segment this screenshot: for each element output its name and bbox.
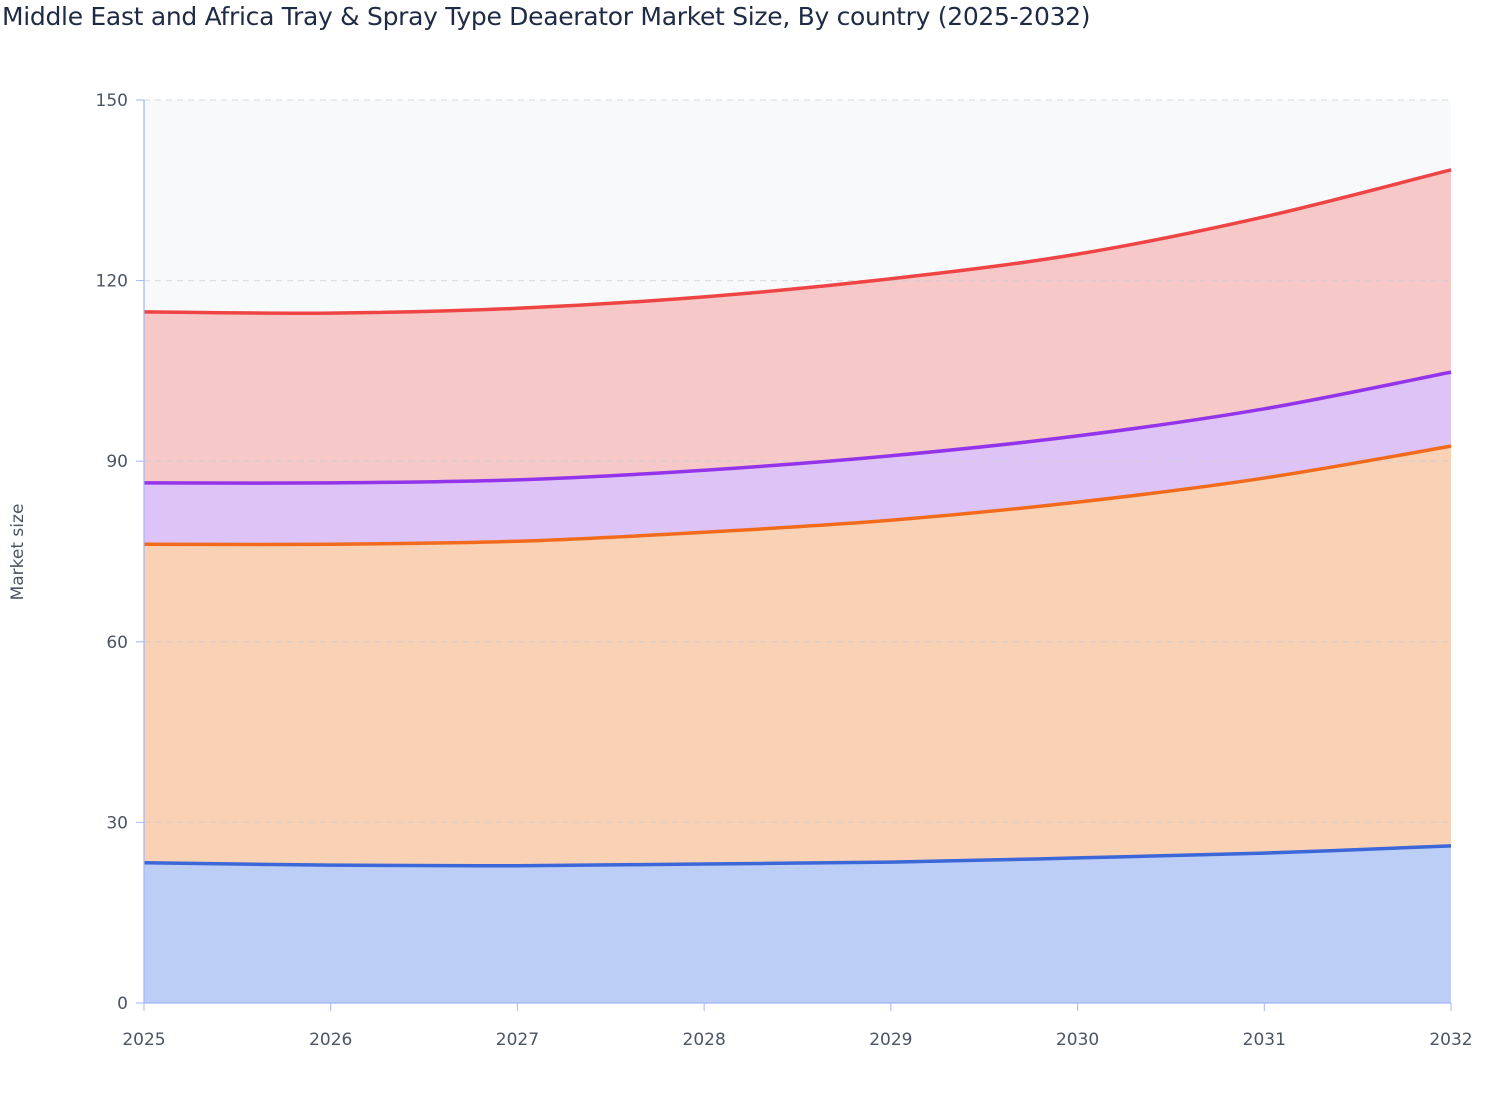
y-axis-label: Market size [8,504,28,601]
line-series-4 [143,168,1452,315]
y-tick-label: 150 [96,91,128,111]
x-tick-label: 2027 [496,1030,539,1050]
y-tick-label: 60 [106,633,128,653]
area-series-2 [144,446,1451,866]
x-tick-label: 2028 [683,1030,726,1050]
area-series-4 [144,169,1451,484]
x-tick-label: 2032 [1429,1030,1472,1050]
x-tick-label: 2031 [1243,1030,1286,1050]
area-series-3 [144,372,1451,545]
area-series-1 [144,845,1451,1003]
x-tick-label: 2030 [1056,1030,1099,1050]
y-tick-label: 90 [106,452,128,472]
line-series-3 [143,370,1452,485]
y-tick-label: 0 [117,994,128,1014]
y-tick-label: 120 [96,272,128,292]
y-tick-label: 30 [106,813,128,833]
line-series-2 [143,444,1452,547]
chart-title: Middle East and Africa Tray & Spray Type… [2,2,1091,31]
x-tick-label: 2025 [122,1030,165,1050]
x-tick-label: 2026 [309,1030,352,1050]
line-series-1 [143,844,1452,868]
x-tick-label: 2029 [869,1030,912,1050]
